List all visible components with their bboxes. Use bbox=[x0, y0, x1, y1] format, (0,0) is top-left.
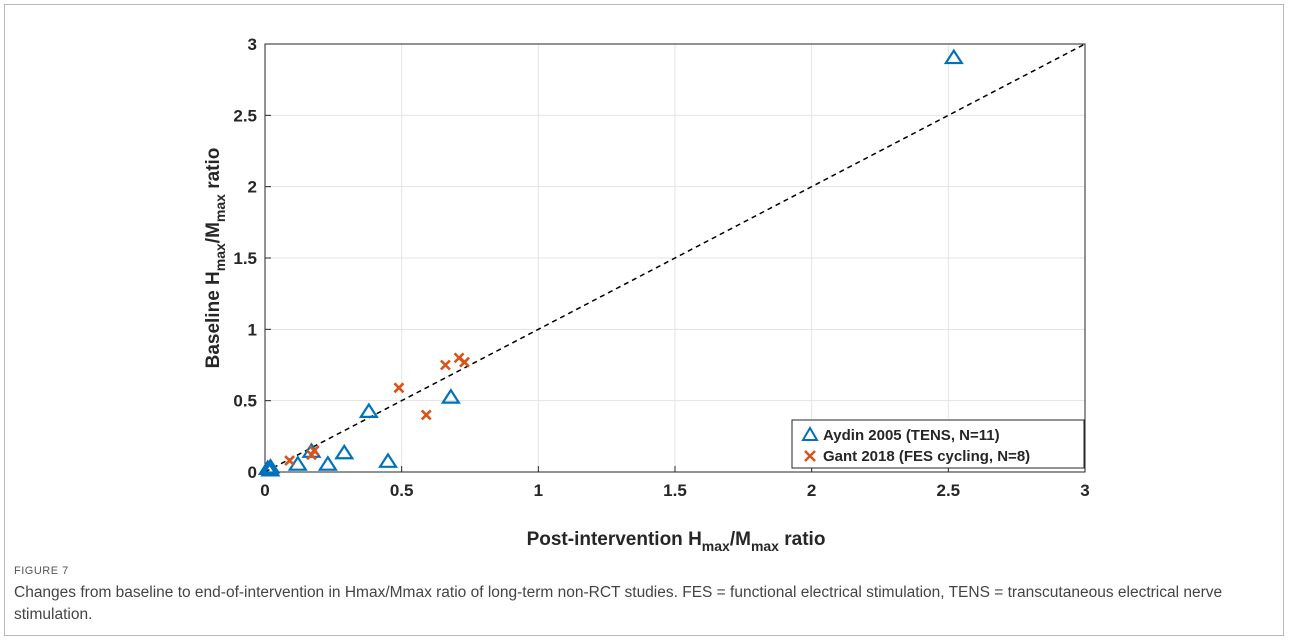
scatter-chart: 0 0.5 1 1.5 2 2.5 3 0 0.5 1 1.5 2 2.5 3 Post-interven… bbox=[203, 35, 1090, 554]
gant-data-point bbox=[284, 455, 296, 467]
triangle-marker-icon bbox=[801, 426, 819, 441]
gant-data-point bbox=[459, 356, 470, 368]
figure-frame bbox=[4, 4, 1284, 636]
aydin-data-point bbox=[317, 455, 338, 471]
aydin-data-point bbox=[377, 452, 399, 468]
aydin-data-point bbox=[257, 459, 278, 476]
x-tick-label: 1 bbox=[534, 481, 543, 500]
legend-item-aydin: Aydin 2005 (TENS, N=11) bbox=[801, 426, 1000, 444]
axis-ticks: 0 0.5 1 1.5 2 2.5 3 0 0.5 1 1.5 2 2.5 3 bbox=[233, 35, 1089, 500]
identity-line bbox=[264, 43, 1086, 473]
legend-label-gant: Gant 2018 (FES cycling, N=8) bbox=[823, 448, 1030, 465]
grid bbox=[264, 43, 1086, 473]
x-tick-label: 0 bbox=[260, 481, 269, 500]
aydin-data-point bbox=[260, 458, 281, 474]
figure-label: FIGURE 7 bbox=[14, 565, 69, 577]
gant-data-point bbox=[393, 382, 405, 394]
y-tick-label: 0 bbox=[248, 463, 257, 482]
x-axis-title: Post-intervention Hmax/Mmax ratio bbox=[527, 529, 826, 554]
legend: Aydin 2005 (TENS, N=11) Gant 2018 (FES c… bbox=[791, 419, 1085, 469]
legend-item-gant: Gant 2018 (FES cycling, N=8) bbox=[804, 448, 1030, 465]
data-points bbox=[257, 48, 964, 477]
figure-caption: Changes from baseline to end-of-interven… bbox=[14, 584, 1223, 623]
y-tick-label: 0.5 bbox=[233, 392, 257, 411]
y-tick-label: 1 bbox=[248, 320, 257, 339]
aydin-data-point bbox=[358, 402, 379, 418]
legend-label-aydin: Aydin 2005 (TENS, N=11) bbox=[823, 427, 1000, 444]
aydin-data-point bbox=[260, 460, 281, 477]
y-tick-label: 3 bbox=[248, 35, 257, 54]
y-axis-title: Baseline Hmax/Mmax ratio bbox=[203, 148, 228, 369]
gant-data-point bbox=[439, 359, 451, 371]
x-tick-label: 2 bbox=[807, 481, 816, 500]
y-tick-label: 2.5 bbox=[233, 106, 257, 125]
x-tick-label: 2.5 bbox=[937, 481, 961, 500]
aydin-data-point bbox=[943, 48, 964, 65]
x-tick-label: 1.5 bbox=[663, 481, 687, 500]
aydin-data-point bbox=[334, 443, 355, 460]
gant-data-point bbox=[308, 445, 320, 457]
aydin-data-point bbox=[440, 388, 461, 404]
y-tick-label: 2 bbox=[248, 178, 257, 197]
x-marker-icon bbox=[804, 450, 816, 462]
y-tick-label: 1.5 bbox=[233, 249, 257, 268]
x-tick-label: 3 bbox=[1080, 481, 1089, 500]
legend-box bbox=[791, 419, 1085, 469]
gant-data-point bbox=[420, 409, 432, 421]
x-tick-label: 0.5 bbox=[390, 481, 414, 500]
